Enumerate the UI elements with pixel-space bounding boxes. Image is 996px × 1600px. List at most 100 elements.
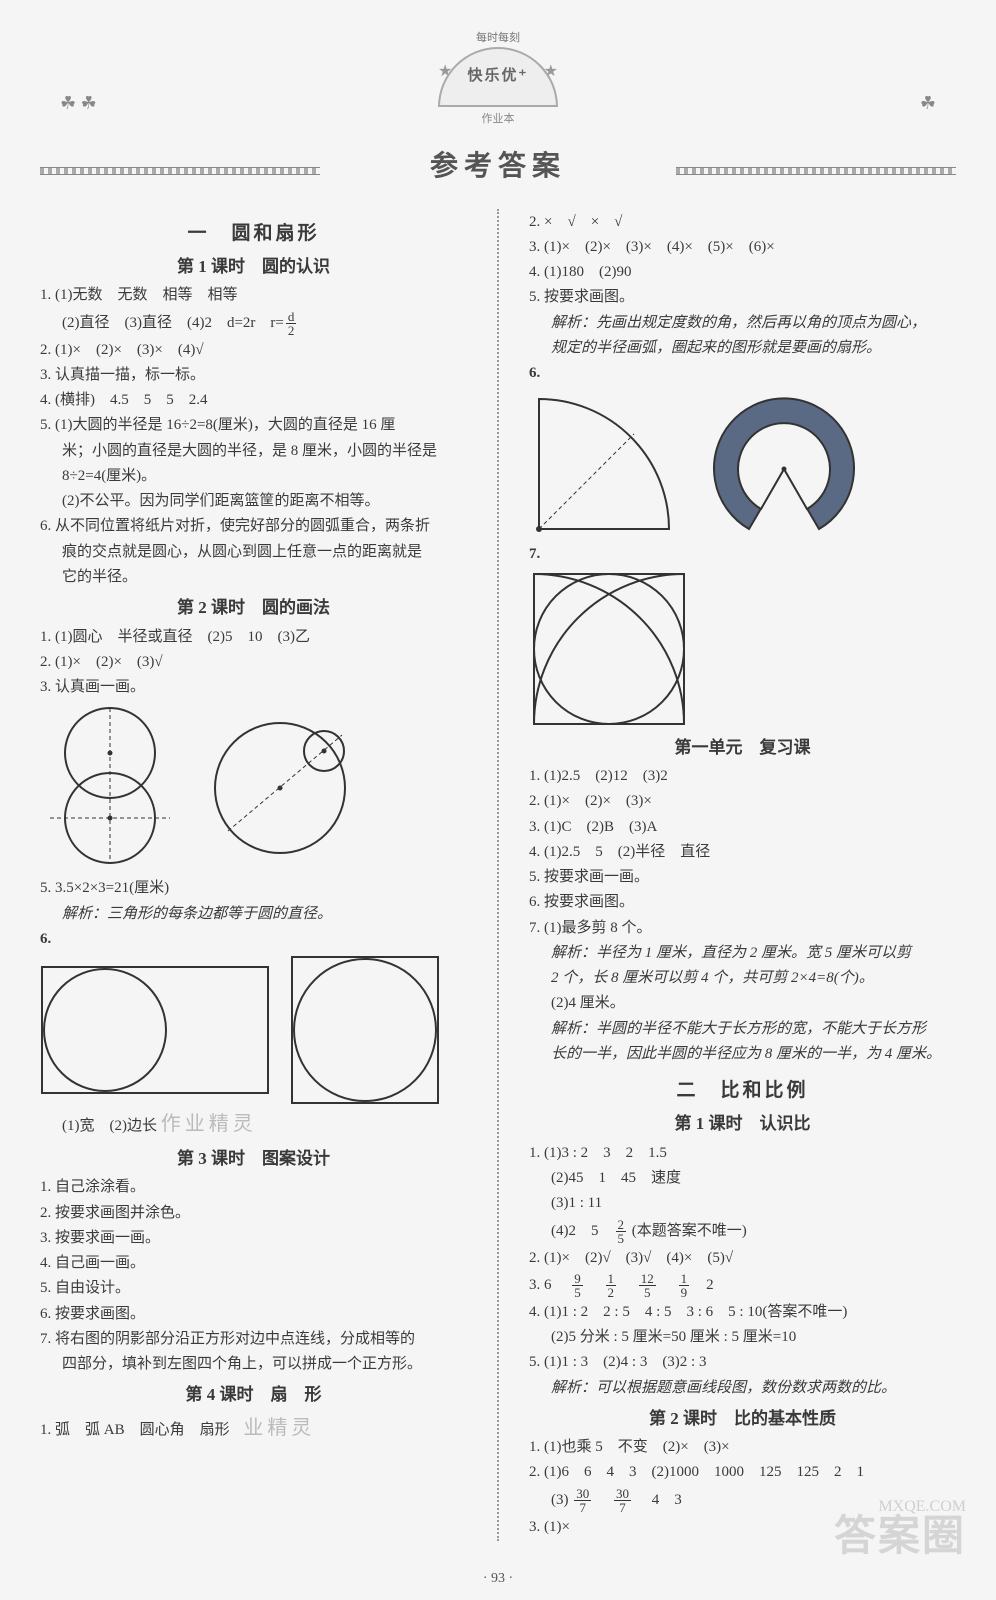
answer-line: 它的半径。 [40, 566, 467, 589]
answer-line: 1. (1)无数 无数 相等 相等 [40, 284, 467, 307]
answer-explain: 规定的半径画弧，圈起来的图形就是要画的扇形。 [529, 337, 956, 360]
badge-main-text: 快乐优⁺ [438, 47, 558, 107]
answer-line: 3. (1)× (2)× (3)× (4)× (5)× (6)× [529, 236, 956, 259]
answer-line: 4. (横排) 4.5 5 5 2.4 [40, 389, 467, 412]
answer-line: 3. 认真描一描，标一标。 [40, 364, 467, 387]
answer-text: (本题答案不唯一) [632, 1223, 747, 1239]
lesson-heading: 第 1 课时 圆的认识 [40, 254, 467, 280]
answer-line: (2)45 1 45 速度 [529, 1167, 956, 1190]
answer-line: 1. (1)圆心 半径或直径 (2)5 10 (3)乙 [40, 626, 467, 649]
lesson-heading: 第 3 课时 图案设计 [40, 1146, 467, 1172]
answer-text: (3) [551, 1492, 569, 1508]
answer-line: 5. 3.5×2×3=21(厘米) [40, 877, 467, 900]
answer-line: (1)宽 (2)边长 作业精灵 [40, 1109, 467, 1140]
lesson-heading: 第 1 课时 认识比 [529, 1111, 956, 1137]
answer-line: 2. (1)× (2)√ (3)√ (4)× (5)√ [529, 1247, 956, 1270]
answer-line: 6. 按要求画图。 [40, 1303, 467, 1326]
unit-heading: 二 比和比例 [529, 1076, 956, 1105]
answer-text: 1. 弧 弧 AB 圆心角 扇形 [40, 1422, 230, 1438]
answer-line: 1. (1)2.5 (2)12 (3)2 [529, 765, 956, 788]
column-divider [497, 209, 499, 1541]
answer-line: 7. 将右图的阴影部分沿正方形对边中点连线，分成相等的 [40, 1328, 467, 1351]
answer-line: 2. × √ × √ [529, 211, 956, 234]
unit-heading: 一 圆和扇形 [40, 219, 467, 248]
answer-line: (2)直径 (3)直径 (4)2 d=2r r=d2 [40, 310, 467, 337]
answer-line: 7. [529, 543, 956, 566]
answer-line: 米；小圆的直径是大圆的半径，是 8 厘米，小圆的半径是 [40, 440, 467, 463]
page-number: · 93 · [483, 1568, 513, 1590]
square-with-arcs-icon [529, 569, 689, 729]
lesson-heading: 第一单元 复习课 [529, 735, 956, 761]
answer-line: 5. 自由设计。 [40, 1277, 467, 1300]
page-title: 参考答案 [40, 145, 956, 188]
answer-line: 2. (1)× (2)× (3)√ [40, 651, 467, 674]
answer-line: 7. (1)最多剪 8 个。 [529, 917, 956, 940]
answer-explain: 解析：半径为 1 厘米，直径为 2 厘米。宽 5 厘米可以剪 [529, 942, 956, 965]
header-logo-area: ☘ ☘☘ ★ ★ ★★ ★ ★ 每时每刻 快乐优⁺ 作业本 [40, 30, 956, 130]
answer-line: 6. [40, 928, 467, 951]
answer-line: 4. (1)1 : 2 2 : 5 4 : 5 3 : 6 5 : 10(答案不… [529, 1301, 956, 1324]
answer-line: 4. (1)2.5 5 (2)半径 直径 [529, 841, 956, 864]
answer-line: 5. (1)1 : 3 (2)4 : 3 (3)2 : 3 [529, 1351, 956, 1374]
answer-line: 8÷2=4(厘米)。 [40, 465, 467, 488]
figure-inscribed [40, 955, 467, 1105]
two-circles-icon [40, 703, 180, 873]
watermark-ghost: 业精灵 [243, 1417, 315, 1439]
answer-line: 2. (1)× (2)× (3)× [529, 790, 956, 813]
circle-in-rect-icon [40, 965, 270, 1095]
answer-line: 四部分，填补到左图四个角上，可以拼成一个正方形。 [40, 1353, 467, 1376]
answer-explain: 解析：半圆的半径不能大于长方形的宽，不能大于长方形 [529, 1018, 956, 1041]
answer-line: 2. (1)× (2)× (3)× (4)√ [40, 339, 467, 362]
answer-line: 4. 自己画一画。 [40, 1252, 467, 1275]
answer-line: 6. 按要求画图。 [529, 891, 956, 914]
answer-line: 4. (1)180 (2)90 [529, 261, 956, 284]
badge-top-text: 每时每刻 [438, 30, 558, 47]
content-columns: 一 圆和扇形 第 1 课时 圆的认识 1. (1)无数 无数 相等 相等 (2)… [40, 209, 956, 1541]
answer-line: 1. 自己涂涂看。 [40, 1176, 467, 1199]
watermark-brand: 答案圈 [834, 1505, 966, 1570]
answer-line: 痕的交点就是圆心，从圆心到圆上任意一点的距离就是 [40, 541, 467, 564]
lesson-heading: 第 2 课时 比的基本性质 [529, 1406, 956, 1432]
answer-line: 2. 按要求画图并涂色。 [40, 1202, 467, 1225]
lesson-heading: 第 4 课时 扇 形 [40, 1382, 467, 1408]
answer-line: 2. (1)6 6 4 3 (2)1000 1000 125 125 2 1 [529, 1461, 956, 1484]
figure-circles-1 [40, 703, 467, 873]
answer-explain: 2 个，长 8 厘米可以剪 4 个，共可剪 2×4=8(个)。 [529, 967, 956, 990]
circle-in-square-icon [290, 955, 440, 1105]
answer-line: 3. (1)C (2)B (3)A [529, 816, 956, 839]
caption-text: (1)宽 (2)边长 [62, 1118, 157, 1134]
watermark-ghost: 作业精灵 [161, 1113, 257, 1135]
answer-line: (4)2 5 25 (本题答案不唯一) [529, 1218, 956, 1245]
answer-line: (3)1 : 11 [529, 1192, 956, 1215]
answer-line: 1. (1)3 : 2 3 2 1.5 [529, 1142, 956, 1165]
lesson-heading: 第 2 课时 圆的画法 [40, 595, 467, 621]
answer-line: 3. 按要求画一画。 [40, 1227, 467, 1250]
circle-with-small-icon [200, 703, 370, 873]
answer-line: 1. (1)也乘 5 不变 (2)× (3)× [529, 1436, 956, 1459]
figure-sectors [529, 389, 956, 539]
answer-text: (2)直径 (3)直径 (4)2 d=2r r= [62, 315, 284, 331]
answer-line: 6. [529, 362, 956, 385]
answer-line: 5. (1)大圆的半径是 16÷2=8(厘米)，大圆的直径是 16 厘 [40, 414, 467, 437]
answer-text: (4)2 5 [551, 1223, 614, 1239]
annulus-sector-icon [699, 389, 869, 539]
answer-line: 1. 弧 弧 AB 圆心角 扇形 业精灵 [40, 1413, 467, 1444]
answer-line: (2)4 厘米。 [529, 992, 956, 1015]
answer-line: 3. 认真画一画。 [40, 676, 467, 699]
answer-explain: 解析：三角形的每条边都等于圆的直径。 [40, 903, 467, 926]
answer-explain: 解析：可以根据题意画线段图，数份数求两数的比。 [529, 1377, 956, 1400]
logo-badge: ★ ★ ★★ ★ ★ 每时每刻 快乐优⁺ 作业本 [438, 30, 558, 128]
left-column: 一 圆和扇形 第 1 课时 圆的认识 1. (1)无数 无数 相等 相等 (2)… [40, 209, 467, 1541]
answer-line: 3. 6 95 12 125 19 2 [529, 1272, 956, 1299]
answer-explain: 解析：先画出规定度数的角，然后再以角的顶点为圆心， [529, 312, 956, 335]
badge-bottom-text: 作业本 [438, 111, 558, 128]
answer-line: 5. 按要求画一画。 [529, 866, 956, 889]
answer-line: (2)5 分米 : 5 厘米=50 厘米 : 5 厘米=10 [529, 1326, 956, 1349]
quarter-sector-icon [529, 389, 679, 539]
answer-text: 4 3 [637, 1492, 682, 1508]
answer-line: 6. 从不同位置将纸片对折，使完好部分的圆弧重合，两条折 [40, 515, 467, 538]
answer-line: (2)不公平。因为同学们距离篮筐的距离不相等。 [40, 490, 467, 513]
answer-line: 5. 按要求画图。 [529, 286, 956, 309]
right-column: 2. × √ × √ 3. (1)× (2)× (3)× (4)× (5)× (… [529, 209, 956, 1541]
answer-text: 3. 6 [529, 1277, 567, 1293]
